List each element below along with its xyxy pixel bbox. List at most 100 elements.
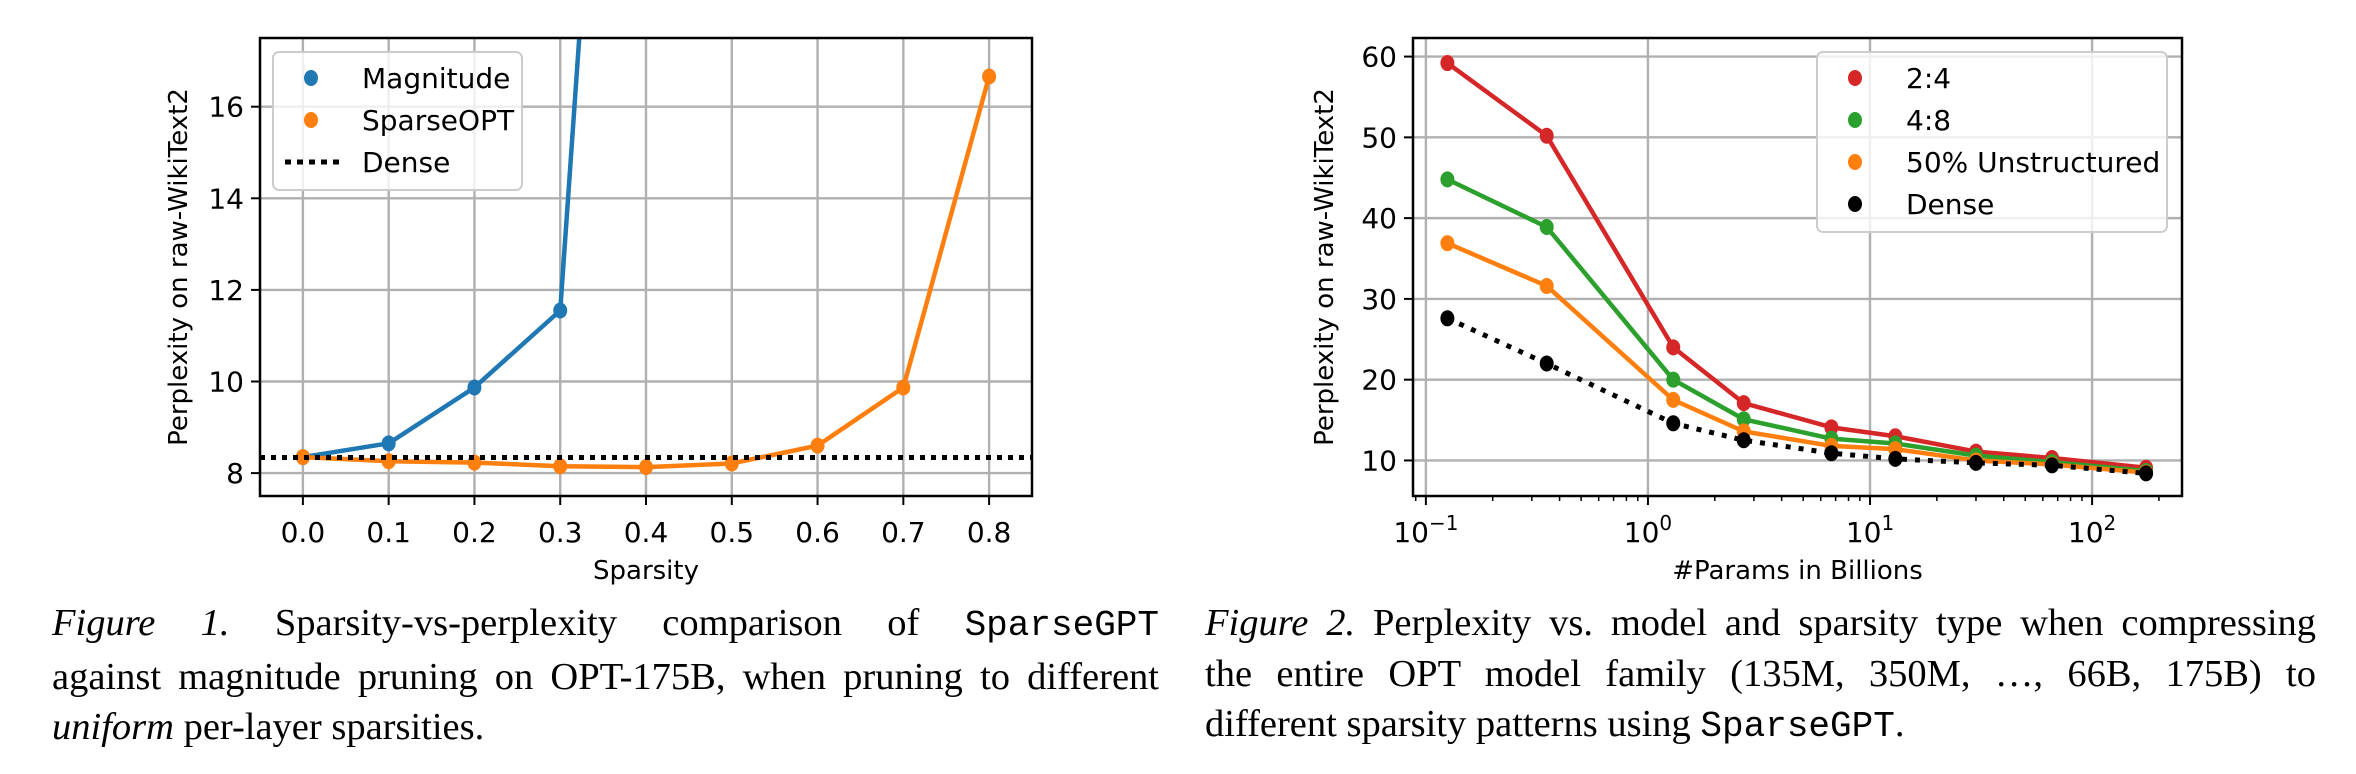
x-tick-label: 0.6: [795, 516, 840, 549]
x-tick-label: 0.0: [281, 516, 326, 549]
legend-marker-icon: [304, 70, 318, 86]
legend-item-4-8: 4:8: [1848, 104, 1951, 137]
y-tick-label: 10: [208, 366, 244, 399]
legend-item-50-unstructured: 50% Unstructured: [1848, 146, 2160, 179]
y-tick-label: 12: [208, 274, 244, 307]
legend-label: 50% Unstructured: [1906, 146, 2160, 179]
data-point: [2139, 465, 2154, 482]
data-point: [1736, 432, 1751, 449]
x-tick-label: 0.7: [881, 516, 926, 549]
x-tick-label: 0.3: [538, 516, 583, 549]
tick-exponent: 0: [1659, 511, 1672, 535]
data-point: [639, 459, 653, 476]
data-point: [810, 437, 825, 454]
axes-frame: [258, 36, 1034, 498]
figure-2-caption: Figure 2. Perplexity vs. model and spars…: [1205, 598, 2316, 753]
legend: Magnitude SparseOPT Dense: [272, 51, 523, 191]
x-axis-label: Sparsity: [593, 556, 699, 586]
emphasis: uniform: [52, 706, 174, 748]
series-dense: [1440, 310, 2154, 482]
y-tick-label: 14: [208, 182, 244, 215]
x-tick-label: 102: [2068, 511, 2116, 549]
legend-marker-icon: [1848, 196, 1862, 212]
legend-label: Dense: [362, 146, 450, 179]
x-tick-label: 100: [1624, 511, 1672, 549]
x-tick-label: 0.4: [624, 516, 669, 549]
caption-text: Perplexity vs. model and sparsity type w…: [1372, 602, 2317, 644]
x-tick-label: 0.1: [366, 516, 411, 549]
caption-line-2: against magnitude pruning on OPT-175B, w…: [52, 655, 1159, 698]
legend-marker-icon: [304, 112, 318, 128]
data-point: [1736, 411, 1751, 428]
series-line: [1446, 241, 2147, 475]
legend-item-2-4: 2:4: [1848, 62, 1951, 95]
y-tick-label: 30: [1361, 283, 1397, 316]
data-point: [2045, 457, 2060, 474]
legend-label: SparseOPT: [362, 104, 515, 137]
caption-line-1: Figure 1. Sparsity-vs-perplexity compari…: [52, 598, 1159, 652]
y-tick-label: 40: [1361, 202, 1397, 235]
data-point: [1539, 219, 1554, 236]
y-tick-label: 16: [208, 91, 244, 124]
data-point: [1666, 339, 1681, 356]
data-point: [1736, 395, 1751, 412]
legend-item-magnitude: Magnitude: [304, 62, 510, 95]
y-tick-label: 60: [1361, 41, 1397, 74]
x-tick-label: 0.5: [710, 516, 755, 549]
x-tick-label: 0.8: [967, 516, 1012, 549]
legend-box: [1816, 51, 2168, 233]
data-point: [1539, 277, 1554, 294]
grid: [260, 38, 1032, 496]
caption-text: per-layer sparsities.: [183, 706, 485, 748]
data-point: [1824, 419, 1839, 436]
plot-area: [260, 38, 1032, 476]
caption-line-2: the entire OPT model family (135M, 350M,…: [1205, 652, 2316, 695]
legend: 2:4 4:8 50% Unstructured Dense: [1816, 51, 2168, 233]
data-point: [1888, 450, 1903, 467]
tick-exponent: −1: [1429, 511, 1458, 535]
caption-text: .: [1894, 703, 1905, 745]
code-name: SparseGPT: [1700, 706, 1895, 747]
legend-box: [272, 51, 523, 191]
data-point: [982, 68, 997, 85]
caption-line-1: Figure 2. Perplexity vs. model and spars…: [1205, 598, 2316, 649]
data-point: [1539, 127, 1554, 144]
legend-marker-icon: [1848, 70, 1862, 86]
figure-1-caption: Figure 1. Sparsity-vs-perplexity compari…: [52, 598, 1159, 753]
figures: 0.0 0.1 0.2 0.3 0.4 0.5 0.6 0.7 0.8810121416Spar…: [164, 36, 2184, 586]
plot-area: [1440, 55, 2154, 482]
code-name: SparseGPT: [964, 605, 1160, 646]
y-axis-label: Perplexity on raw-WikiText2: [1310, 88, 1340, 446]
caption-line-3: uniform per-layer sparsities.: [52, 706, 484, 748]
figure-label: Figure 2.: [1205, 602, 1356, 644]
legend-label: Magnitude: [362, 62, 510, 95]
y-tick-label: 8: [226, 457, 244, 490]
data-point: [1440, 235, 1455, 252]
legend-item-dense: Dense: [285, 146, 450, 179]
tick-exponent: 1: [1881, 511, 1894, 535]
axes-frame: [1411, 36, 2184, 498]
x-tick-label: 0.2: [452, 516, 497, 549]
y-tick-label: 10: [1361, 444, 1397, 477]
legend-item-sparseopt: SparseOPT: [304, 104, 515, 137]
data-point: [1968, 454, 1983, 471]
data-point: [467, 379, 482, 396]
legend-label: 2:4: [1906, 62, 1951, 95]
data-point: [1440, 310, 1455, 327]
tick-base: 10: [1846, 516, 1882, 549]
tick-base: 10: [1393, 516, 1429, 549]
tick-base: 10: [1624, 516, 1660, 549]
caption-text: Sparsity-vs-perplexity comparison of: [274, 602, 920, 644]
legend-label: 4:8: [1906, 104, 1951, 137]
data-point: [1440, 55, 1455, 72]
caption-text: different sparsity patterns using: [1205, 703, 1691, 745]
data-point: [1666, 391, 1681, 408]
data-point: [553, 302, 568, 319]
data-point: [1666, 415, 1681, 432]
data-point: [896, 379, 911, 396]
data-point: [553, 458, 568, 475]
data-point: [1440, 171, 1455, 188]
data-point: [1824, 445, 1839, 462]
legend-marker-icon: [1848, 154, 1862, 170]
